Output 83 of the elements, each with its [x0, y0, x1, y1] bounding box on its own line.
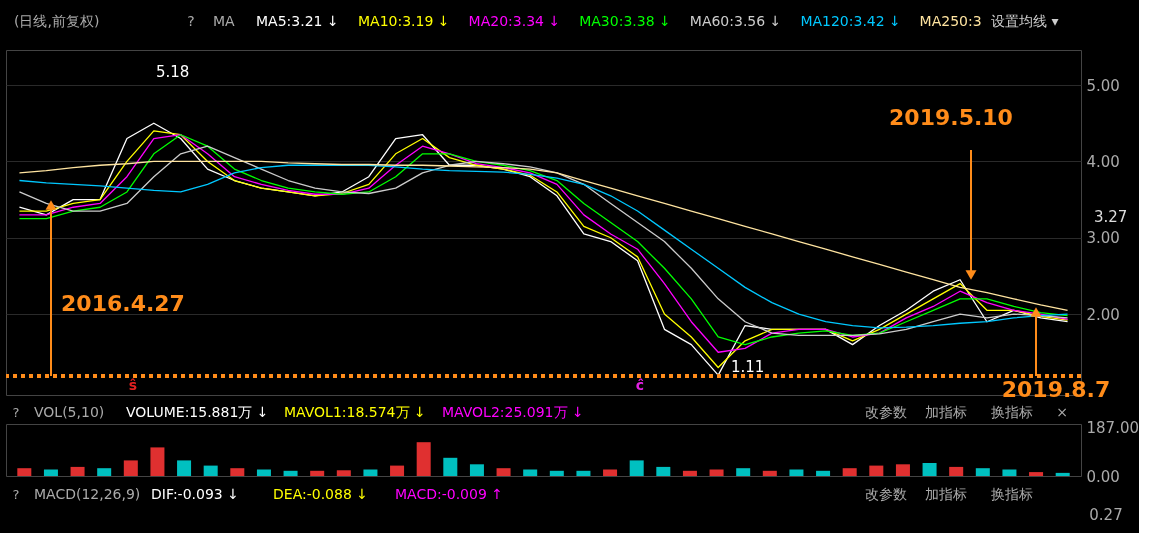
text: 改参数	[865, 486, 907, 502]
bar	[123, 460, 138, 476]
y-tick-label: 187.00	[1086, 418, 1139, 437]
text: MA5:3.21 ↓	[256, 13, 339, 29]
annotation: ŝ	[128, 377, 138, 393]
y-tick-label: 4.00	[1086, 152, 1120, 171]
annotation: 2019.8.7	[1001, 377, 1111, 402]
bar	[842, 468, 857, 476]
text: MAVOL2:25.091万 ↓	[442, 404, 584, 420]
text: DEA:-0.088 ↓	[273, 486, 368, 502]
text: 加指标	[925, 404, 967, 420]
bar	[17, 468, 32, 476]
text: 0.27	[1089, 506, 1123, 524]
bar	[895, 464, 910, 476]
bar	[949, 466, 964, 476]
bar	[43, 469, 58, 476]
bar	[70, 466, 85, 476]
bar	[336, 470, 351, 476]
bar	[629, 460, 644, 476]
bar	[177, 460, 192, 476]
bar	[203, 465, 218, 476]
text: ?	[12, 487, 20, 502]
text: 换指标	[991, 404, 1033, 420]
bar	[363, 469, 378, 476]
bar	[656, 466, 671, 476]
text: ×	[1056, 404, 1068, 420]
bar	[1029, 472, 1044, 476]
bar	[789, 469, 804, 476]
y-tick-label: 0.00	[1086, 467, 1120, 486]
bar	[97, 468, 112, 476]
text: 设置均线 ▾	[991, 13, 1059, 29]
annotation: 2019.5.10	[889, 105, 1013, 130]
bar	[256, 469, 271, 476]
text: ?	[12, 405, 20, 420]
bar	[709, 469, 724, 476]
bar	[523, 469, 538, 476]
chart-title: VOL(5,10)	[34, 404, 105, 420]
text: MA120:3.42 ↓	[800, 13, 901, 29]
bar	[469, 464, 484, 476]
bar	[416, 442, 431, 476]
bar	[922, 463, 937, 476]
annotation: 5.18	[156, 63, 190, 81]
bar	[496, 468, 511, 476]
bar	[549, 470, 564, 476]
bar	[816, 470, 831, 476]
y-tick-label: 5.00	[1086, 76, 1120, 95]
bar	[310, 470, 325, 476]
text: MA60:3.56 ↓	[689, 13, 782, 29]
y-tick-label: 2.00	[1086, 305, 1120, 324]
bar	[762, 470, 777, 476]
text: ?	[187, 13, 195, 29]
text: 改参数	[865, 404, 907, 420]
text: 换指标	[991, 486, 1033, 502]
bar	[576, 470, 591, 476]
annotation: ĉ	[635, 377, 645, 393]
annotation: 2016.4.27	[61, 291, 185, 316]
text: MA30:3.38 ↓	[579, 13, 671, 29]
bar	[736, 468, 751, 476]
text: MACD(12,26,9)	[34, 486, 141, 502]
bar	[869, 465, 884, 476]
bar	[1002, 469, 1017, 476]
bar	[390, 465, 405, 476]
text: MA20:3.34 ↓	[468, 13, 561, 29]
text: MA250:3	[919, 13, 982, 29]
bar	[975, 468, 990, 476]
text: 3.27	[1094, 208, 1128, 226]
text: DIF:-0.093 ↓	[151, 486, 239, 502]
bar	[443, 457, 458, 476]
bar	[230, 468, 245, 476]
text: MACD:-0.009 ↑	[395, 486, 503, 502]
text: MA10:3.19 ↓	[358, 13, 450, 29]
text: MA	[213, 13, 236, 29]
text: MAVOL1:18.574万 ↓	[284, 404, 426, 420]
bar	[682, 470, 697, 476]
bar	[603, 469, 618, 476]
bar	[1055, 472, 1070, 476]
bar	[283, 470, 298, 476]
annotation: 1.11	[731, 358, 765, 376]
text: 加指标	[925, 486, 967, 502]
y-tick-label: 3.00	[1086, 229, 1120, 248]
text: VOLUME:15.881万 ↓	[126, 404, 269, 420]
bar	[150, 447, 165, 476]
chart-title: (日线,前复权)	[14, 13, 100, 29]
